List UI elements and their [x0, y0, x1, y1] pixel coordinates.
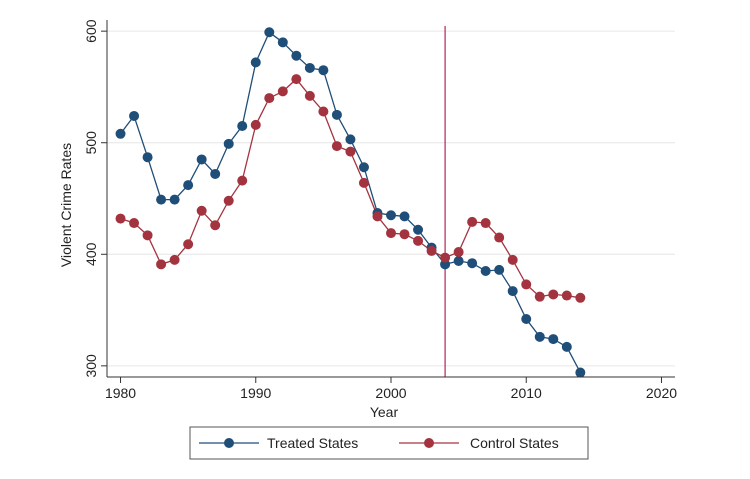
control-point	[169, 254, 180, 265]
treated-legend-label: Treated States	[267, 435, 358, 451]
treated-point	[115, 128, 126, 139]
treated-point	[548, 334, 559, 345]
series-group	[115, 27, 586, 378]
control-point	[480, 218, 491, 229]
treated-point	[453, 255, 464, 266]
treated-point	[183, 180, 194, 191]
treated-point	[318, 65, 329, 76]
control-point	[413, 235, 424, 246]
treated-point	[196, 154, 207, 165]
control-point	[318, 106, 329, 117]
treated-point	[386, 210, 396, 221]
control-point	[264, 93, 275, 104]
treated-point	[142, 152, 153, 163]
control-legend-label: Control States	[470, 435, 559, 451]
control-point	[440, 252, 451, 263]
y-tick-label: 400	[83, 242, 99, 266]
treated-point	[358, 162, 369, 173]
control-point	[277, 86, 288, 97]
x-tick-label: 1980	[105, 385, 136, 401]
treated-point	[331, 109, 342, 120]
treated-point	[521, 313, 532, 324]
control-point	[304, 90, 315, 101]
control-point	[291, 74, 302, 85]
y-tick-label: 500	[83, 131, 99, 155]
control-point	[561, 290, 572, 301]
control-legend-marker	[424, 438, 434, 448]
treated-point	[413, 224, 424, 235]
control-point	[453, 247, 464, 258]
control-point	[521, 279, 532, 290]
treated-point	[467, 258, 478, 269]
treated-point	[277, 37, 288, 48]
treated-point	[223, 138, 234, 149]
control-point	[386, 228, 396, 239]
treated-point	[237, 120, 248, 131]
control-point	[237, 175, 248, 186]
legend: Treated States Control States	[189, 426, 589, 460]
treated-point	[399, 211, 410, 222]
control-point	[210, 220, 221, 231]
control-point	[115, 213, 126, 224]
treated-point	[345, 134, 356, 145]
treated-point	[494, 264, 505, 275]
control-point	[331, 141, 342, 152]
control-point	[507, 254, 518, 265]
control-point	[196, 205, 207, 216]
control-point	[156, 259, 167, 270]
control-point	[372, 211, 383, 222]
control-point	[250, 119, 261, 130]
control-point	[142, 230, 153, 241]
control-point	[494, 232, 505, 243]
treated-point	[250, 57, 261, 68]
treated-point	[507, 286, 518, 297]
control-point	[548, 289, 559, 300]
control-point	[129, 218, 140, 229]
y-axis-title: Violent Crime Rates	[58, 143, 74, 267]
y-tick-label: 300	[83, 354, 99, 378]
control-point	[345, 146, 356, 157]
axes: 300 400 500 600 1980 1990 2000 2010 2020	[83, 19, 677, 401]
control-point	[467, 216, 478, 227]
treated-point	[561, 341, 572, 352]
x-tick-label: 2010	[511, 385, 542, 401]
control-point	[183, 239, 194, 250]
x-tick-label: 1990	[240, 385, 271, 401]
plot-area	[107, 20, 675, 377]
treated-legend-marker	[224, 438, 234, 448]
control-point	[399, 229, 410, 240]
grid-lines	[107, 30, 675, 367]
treated-point	[129, 110, 140, 121]
treated-point	[210, 168, 221, 179]
x-tick-label: 2020	[646, 385, 677, 401]
control-point	[534, 291, 545, 302]
x-axis-title: Year	[370, 404, 399, 420]
control-point	[426, 245, 437, 256]
y-tick-label: 600	[83, 19, 99, 43]
treated-point	[291, 50, 302, 61]
x-tick-label: 2000	[375, 385, 406, 401]
control-point	[358, 177, 369, 188]
control-point	[223, 195, 234, 206]
treated-point	[304, 62, 315, 73]
treated-point	[264, 27, 275, 38]
control-point	[575, 292, 586, 303]
treated-point	[480, 266, 491, 277]
treated-point	[575, 367, 586, 378]
treated-point	[169, 194, 180, 205]
treated-point	[156, 194, 167, 205]
treated-point	[534, 331, 545, 342]
